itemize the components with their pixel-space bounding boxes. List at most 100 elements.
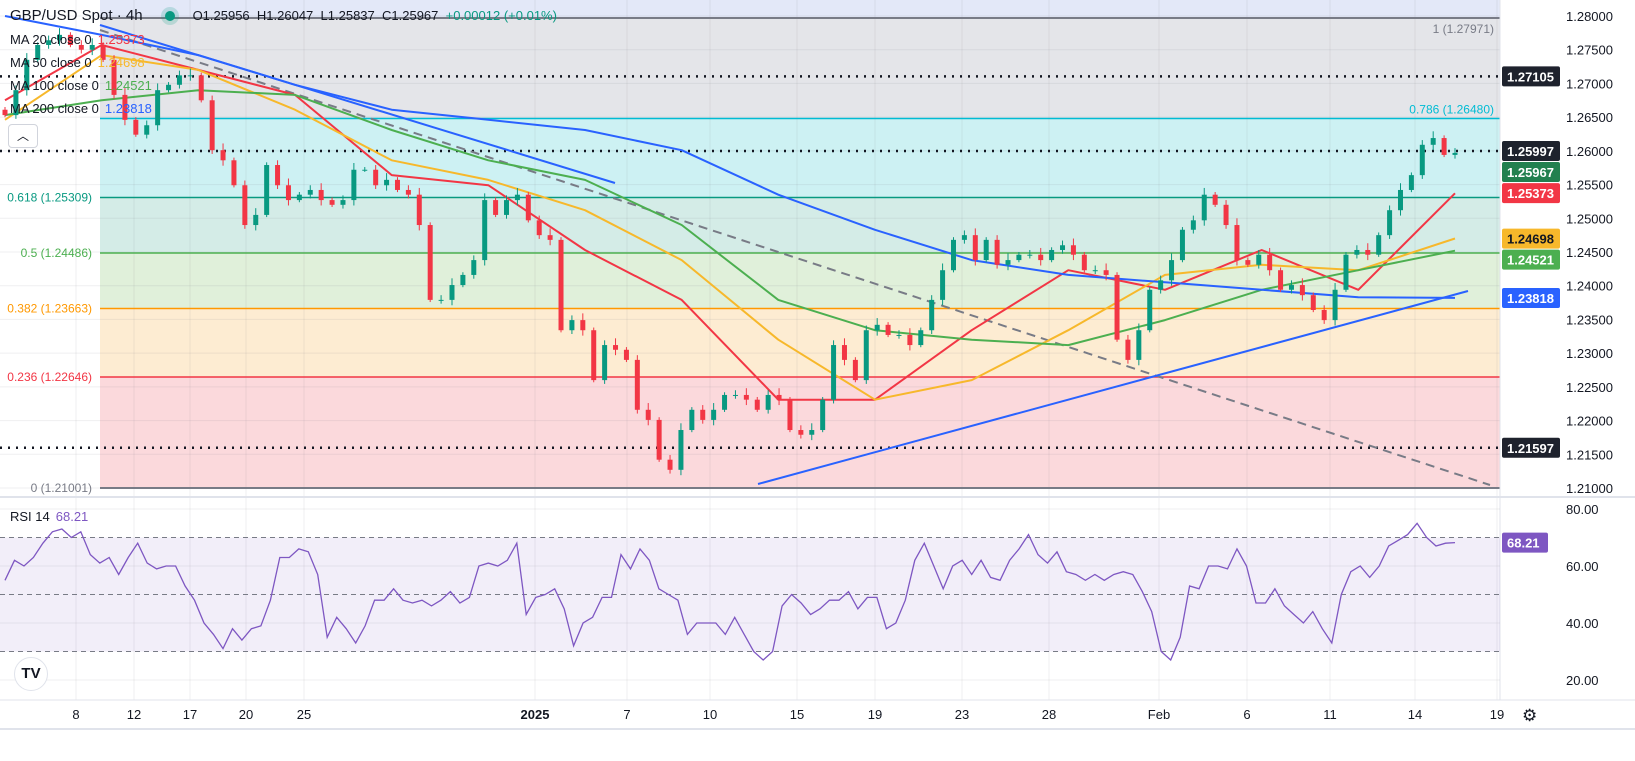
price-badge-label: 1.25967 xyxy=(1507,165,1554,180)
fib-label-0.236: 0.236 (1.22646) xyxy=(7,370,92,384)
chart-header: GBP/USD Spot · 4h O1.25956 H1.26047 L1.2… xyxy=(10,7,557,24)
candle-body xyxy=(144,125,150,135)
time-tick-label: 23 xyxy=(955,707,969,722)
ma-line-ma50 xyxy=(4,54,1456,401)
candle-body xyxy=(994,239,1000,265)
price-badge xyxy=(1502,66,1560,87)
candle-body xyxy=(950,239,956,271)
candle-body xyxy=(427,225,433,300)
ma-line-ma100 xyxy=(4,89,1456,347)
downtrend-line-dashed xyxy=(99,29,1491,486)
legend-ma100[interactable]: MA 100 close 0 1.24521 xyxy=(10,78,152,93)
candle-body xyxy=(602,345,608,381)
time-tick-label: 14 xyxy=(1408,707,1422,722)
candle-body xyxy=(264,165,270,215)
candle-body xyxy=(1027,254,1033,256)
candle-body xyxy=(863,330,869,381)
candle-body xyxy=(645,409,651,420)
candle-body xyxy=(1081,254,1087,271)
candle-body xyxy=(89,44,95,50)
price-badge xyxy=(1502,437,1560,458)
candle-body xyxy=(351,169,357,201)
price-tick-label: 1.24500 xyxy=(1566,245,1613,260)
candle-body xyxy=(1060,245,1066,250)
candle-body xyxy=(667,459,673,470)
collapse-legend-button[interactable]: ︿ xyxy=(8,124,38,148)
price-tick-label: 1.23500 xyxy=(1566,312,1613,327)
candle-body xyxy=(416,194,422,226)
candle-body xyxy=(1092,270,1098,272)
legend-ma20[interactable]: MA 20 close 0 1.25373 xyxy=(10,32,145,47)
candle-body xyxy=(569,320,575,331)
candle-body xyxy=(896,334,902,336)
candle-body xyxy=(1147,289,1153,331)
rsi-tick-label: 80.00 xyxy=(1566,502,1599,517)
price-badge-label: 1.25373 xyxy=(1507,186,1554,201)
change-value: +0.00012 (+0.01%) xyxy=(445,8,557,23)
symbol-title[interactable]: GBP/USD Spot · 4h xyxy=(10,7,143,24)
candle-body xyxy=(634,359,640,410)
candle-body xyxy=(220,150,226,161)
candle-body xyxy=(438,299,444,301)
legend-label: MA 200 close 0 xyxy=(10,101,99,116)
rsi-badge-label: 68.21 xyxy=(1507,536,1540,551)
gear-icon[interactable]: ⚙ xyxy=(1522,706,1538,725)
candle-body xyxy=(1136,330,1142,360)
candle-body xyxy=(1419,144,1425,176)
tradingview-logo[interactable]: TV xyxy=(14,657,48,691)
candle-body xyxy=(885,324,891,335)
price-tick-label: 1.27500 xyxy=(1566,43,1613,58)
price-badge-label: 1.25997 xyxy=(1507,144,1554,159)
price-badge-label: 1.21597 xyxy=(1507,441,1554,456)
candle-body xyxy=(754,399,760,410)
price-badge-label: 1.24698 xyxy=(1507,232,1554,247)
candle-body xyxy=(787,399,793,431)
legend-value: 1.23818 xyxy=(104,101,152,116)
candle-body xyxy=(13,90,19,116)
legend-label: MA 50 close 0 xyxy=(10,55,92,70)
candle-body xyxy=(111,59,117,95)
candle-body xyxy=(57,34,63,41)
price-badge-label: 1.23818 xyxy=(1507,291,1554,306)
candle-body xyxy=(591,330,597,381)
candle-body xyxy=(656,419,662,460)
price-badge xyxy=(1502,183,1560,204)
legend-value: 1.25373 xyxy=(97,32,145,47)
candle-body xyxy=(1365,249,1371,255)
candle-body xyxy=(525,194,531,221)
legend-rsi[interactable]: RSI 14 68.21 xyxy=(10,509,88,524)
candle-body xyxy=(405,189,411,195)
price-tick-label: 1.21500 xyxy=(1566,447,1613,462)
candle-body xyxy=(1234,225,1240,261)
candle-body xyxy=(874,324,880,331)
candle-body xyxy=(198,75,204,101)
price-badge xyxy=(1502,287,1560,308)
legend-value: 1.24698 xyxy=(97,55,145,70)
candle-body xyxy=(711,409,717,420)
candle-body xyxy=(722,394,728,410)
candle-body xyxy=(493,200,499,215)
candle-body xyxy=(547,235,553,240)
price-tick-label: 1.26000 xyxy=(1566,144,1613,159)
legend-ma200[interactable]: MA 200 close 0 1.23818 xyxy=(10,101,152,116)
candle-body xyxy=(1299,285,1305,296)
time-tick-label: 8 xyxy=(72,707,79,722)
fib-label-0.5: 0.5 (1.24486) xyxy=(21,246,92,260)
time-tick-label: Feb xyxy=(1148,707,1170,722)
candle-body xyxy=(1332,289,1338,321)
time-tick-label: 28 xyxy=(1042,707,1056,722)
candle-body xyxy=(209,100,215,151)
legend-ma50[interactable]: MA 50 close 0 1.24698 xyxy=(10,55,145,70)
fib-zone xyxy=(100,118,1500,198)
candle-body xyxy=(1387,210,1393,236)
candle-body xyxy=(1016,254,1022,261)
fib-zone xyxy=(100,308,1500,378)
candle-body xyxy=(1267,254,1273,271)
candle-body xyxy=(1376,235,1382,255)
candle-body xyxy=(394,179,400,190)
candle-body xyxy=(1430,138,1436,145)
candle-body xyxy=(1158,280,1164,290)
candle-body xyxy=(46,40,52,45)
price-tick-label: 1.25000 xyxy=(1566,211,1613,226)
